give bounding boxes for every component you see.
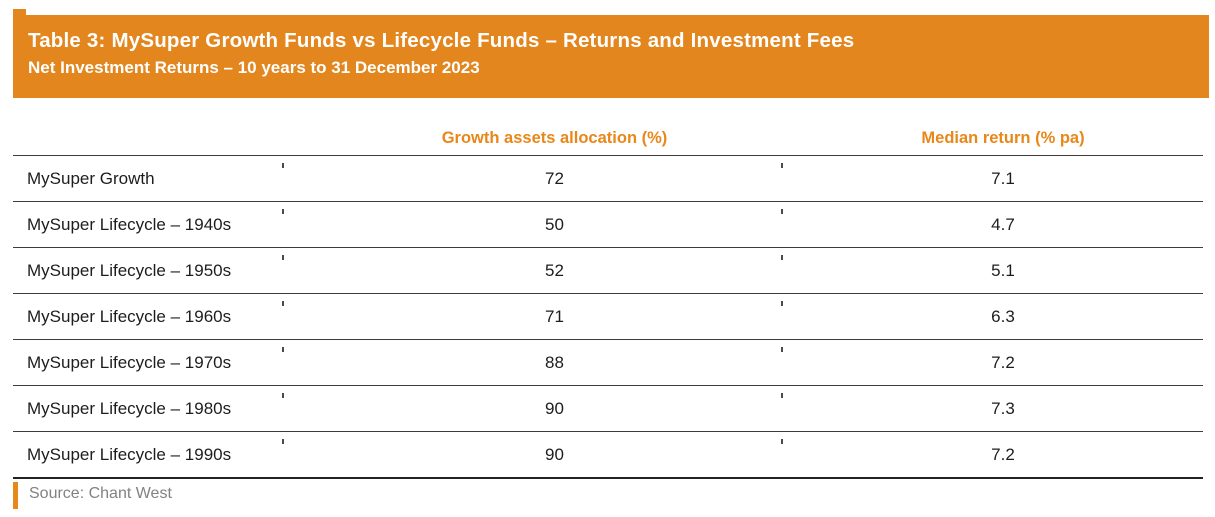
median-return-value: 7.2: [781, 346, 1203, 373]
fund-label: MySuper Lifecycle – 1970s: [27, 352, 232, 372]
growth-assets-value: 90: [282, 438, 781, 465]
growth-assets-value: 88: [282, 346, 781, 373]
median-return-value: 6.3: [781, 300, 1203, 327]
fund-label: MySuper Lifecycle – 1980s: [27, 398, 232, 418]
fund-label: MySuper Growth: [27, 168, 155, 188]
source-attribution: Source: Chant West: [29, 485, 172, 502]
table-row: MySuper Lifecycle – 1980s 90 7.3: [13, 385, 1203, 431]
column-header-growth-assets: Growth assets allocation (%): [441, 129, 668, 147]
table-row: MySuper Lifecycle – 1970s 88 7.2: [13, 339, 1203, 385]
fund-label: MySuper Lifecycle – 1960s: [27, 306, 232, 326]
table-title: Table 3: MySuper Growth Funds vs Lifecyc…: [28, 29, 855, 52]
growth-assets-value: 90: [282, 392, 781, 419]
table-header-banner: Table 3: MySuper Growth Funds vs Lifecyc…: [13, 15, 1209, 98]
growth-assets-value: 50: [282, 208, 781, 235]
growth-assets-value: 72: [282, 162, 781, 189]
data-table: MySuper Growth 72 7.1 MySuper Lifecycle …: [13, 155, 1203, 479]
column-header-median-return: Median return (% pa): [921, 129, 1085, 147]
table-row: MySuper Lifecycle – 1990s 90 7.2: [13, 431, 1203, 477]
table-row: MySuper Lifecycle – 1940s 50 4.7: [13, 201, 1203, 247]
table-row: MySuper Lifecycle – 1960s 71 6.3: [13, 293, 1203, 339]
median-return-value: 4.7: [781, 208, 1203, 235]
median-return-value: 7.1: [781, 162, 1203, 189]
column-header-row: Growth assets allocation (%) Median retu…: [13, 112, 1203, 155]
growth-assets-value: 71: [282, 300, 781, 327]
median-return-value: 7.2: [781, 438, 1203, 465]
median-return-value: 5.1: [781, 254, 1203, 281]
table-row: MySuper Lifecycle – 1950s 52 5.1: [13, 247, 1203, 293]
source-accent-bar: [13, 482, 18, 509]
fund-label: MySuper Lifecycle – 1940s: [27, 214, 232, 234]
fund-label: MySuper Lifecycle – 1950s: [27, 260, 232, 280]
table-subtitle: Net Investment Returns – 10 years to 31 …: [28, 57, 480, 77]
fund-label: MySuper Lifecycle – 1990s: [27, 444, 232, 464]
banner-corner-notch: [13, 9, 26, 19]
growth-assets-value: 52: [282, 254, 781, 281]
median-return-value: 7.3: [781, 392, 1203, 419]
table-row: MySuper Growth 72 7.1: [13, 155, 1203, 201]
